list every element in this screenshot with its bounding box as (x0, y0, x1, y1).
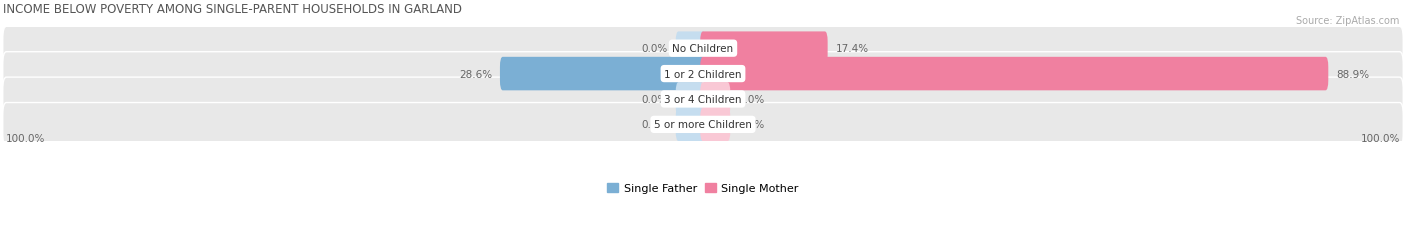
FancyBboxPatch shape (700, 83, 730, 116)
FancyBboxPatch shape (700, 58, 1329, 91)
Text: 100.0%: 100.0% (6, 134, 45, 144)
FancyBboxPatch shape (3, 103, 1403, 147)
Text: INCOME BELOW POVERTY AMONG SINGLE-PARENT HOUSEHOLDS IN GARLAND: INCOME BELOW POVERTY AMONG SINGLE-PARENT… (3, 3, 461, 16)
Text: Source: ZipAtlas.com: Source: ZipAtlas.com (1295, 16, 1399, 26)
FancyBboxPatch shape (676, 32, 706, 66)
Text: No Children: No Children (672, 44, 734, 54)
Text: 0.0%: 0.0% (738, 120, 765, 130)
Text: 28.6%: 28.6% (460, 69, 492, 79)
Text: 1 or 2 Children: 1 or 2 Children (664, 69, 742, 79)
FancyBboxPatch shape (501, 58, 706, 91)
Text: 3 or 4 Children: 3 or 4 Children (664, 94, 742, 104)
FancyBboxPatch shape (676, 108, 706, 142)
Text: 0.0%: 0.0% (641, 120, 668, 130)
Text: 0.0%: 0.0% (738, 94, 765, 104)
Legend: Single Father, Single Mother: Single Father, Single Mother (603, 179, 803, 198)
Text: 88.9%: 88.9% (1336, 69, 1369, 79)
Text: 0.0%: 0.0% (641, 94, 668, 104)
Text: 17.4%: 17.4% (835, 44, 869, 54)
FancyBboxPatch shape (676, 83, 706, 116)
FancyBboxPatch shape (700, 32, 828, 66)
Text: 0.0%: 0.0% (641, 44, 668, 54)
FancyBboxPatch shape (3, 27, 1403, 71)
FancyBboxPatch shape (700, 108, 730, 142)
FancyBboxPatch shape (3, 52, 1403, 96)
Text: 100.0%: 100.0% (1361, 134, 1400, 144)
Text: 5 or more Children: 5 or more Children (654, 120, 752, 130)
FancyBboxPatch shape (3, 78, 1403, 121)
